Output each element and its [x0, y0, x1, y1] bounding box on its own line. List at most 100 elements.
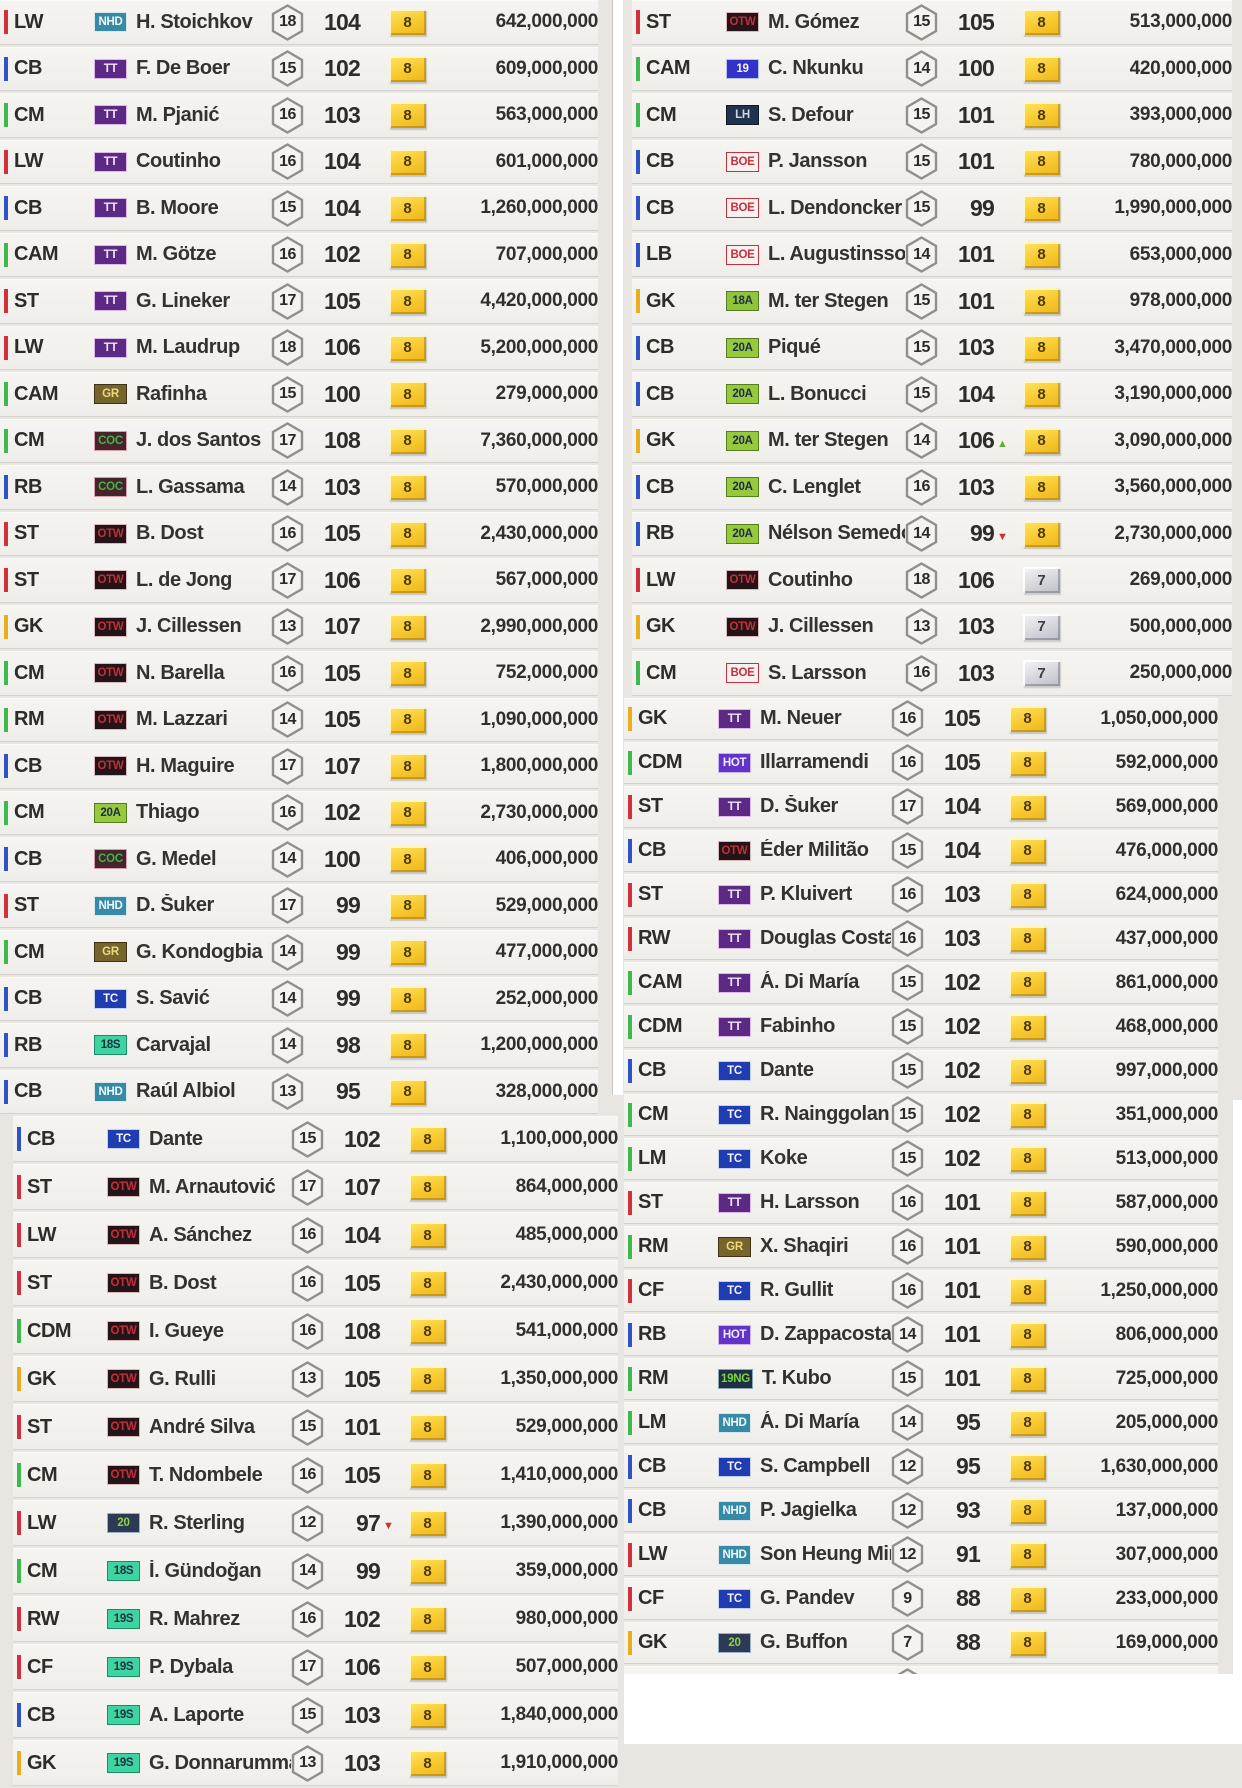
player-row[interactable]: CB 20A L. Bonucci 15 104 8 3,190,000,000	[632, 372, 1232, 416]
level-hexagon-icon: 16	[291, 1312, 324, 1350]
player-row[interactable]: RM 19NG T. Kubo 15 101 8 725,000,000	[624, 1357, 1219, 1399]
player-name: G. Kondogbia	[136, 940, 263, 963]
player-row[interactable]: CB TT B. Moore 15 104 8 1,260,000,000	[0, 186, 598, 230]
player-row[interactable]: GK 18A M. ter Stegen 15 101 8 978,000,00…	[632, 279, 1232, 323]
player-row[interactable]: ST OTW M. Arnautović 17 107 8 864,000,00…	[13, 1164, 618, 1209]
player-row[interactable]: LB BOE L. Augustinsson 14 101 8 653,000,…	[632, 232, 1232, 276]
player-row[interactable]: GK 20A M. ter Stegen 14 106 ▲ 8 3,090,00…	[632, 418, 1232, 462]
hexagon-outline-icon	[291, 1456, 324, 1494]
player-row[interactable]: ST OTW M. Gómez 15 105 8 513,000,000	[632, 0, 1232, 44]
player-row[interactable]: CB 20A C. Lenglet 16 103 8 3,560,000,000	[632, 465, 1232, 509]
player-row[interactable]: GK OTW J. Cillessen 13 107 8 2,990,000,0…	[0, 604, 598, 648]
player-row[interactable]: ST TT G. Lineker 17 105 8 4,420,000,000	[0, 279, 598, 323]
player-row[interactable]: RB HOT D. Zappacosta 14 101 8 806,000,00…	[624, 1313, 1218, 1355]
player-row[interactable]: ST TT H. Larsson 16 101 8 587,000,000	[624, 1181, 1218, 1223]
player-row[interactable]: CF TC G. Pandev 9 88 8 233,000,000	[624, 1577, 1218, 1619]
chemistry-badge: 8	[1009, 1321, 1046, 1348]
player-row[interactable]: CDM OTW I. Gueye 16 108 8 541,000,000	[13, 1308, 618, 1353]
level-hexagon-icon: 15	[905, 3, 938, 41]
player-row[interactable]: CM 20A Thiago 16 102 8 2,730,000,000	[0, 790, 598, 834]
player-row[interactable]: CM BOE S. Larsson 16 103 7 250,000,000	[632, 651, 1232, 695]
player-row[interactable]: GK 20 G. Buffon 7 88 8 169,000,000	[624, 1621, 1218, 1663]
player-row[interactable]: CB TC S. Savić 14 99 8 252,000,000	[0, 976, 598, 1020]
player-row[interactable]: CB OTW Éder Militão 15 104 8 476,000,000	[624, 829, 1218, 871]
player-row[interactable]: CB BOE P. Jansson 15 101 8 780,000,000	[632, 139, 1232, 183]
player-row[interactable]: LM TC Koke 15 102 8 513,000,000	[624, 1137, 1218, 1179]
player-row[interactable]: LW 20 R. Sterling 12 97 ▼ 8 1,390,000,00…	[13, 1500, 618, 1545]
player-row[interactable]: GK OTW G. Rulli 13 105 8 1,350,000,000	[13, 1356, 618, 1401]
player-row[interactable]: ST TT D. Šuker 17 104 8 569,000,000	[624, 785, 1218, 827]
player-row[interactable]: CF TC R. Gullit 16 101 8 1,250,000,000	[624, 1269, 1218, 1311]
player-row[interactable]: CM LH S. Defour 15 101 8 393,000,000	[632, 93, 1232, 137]
hexagon-outline-icon	[271, 608, 304, 646]
player-row[interactable]: CB COC G. Medel 14 100 8 406,000,000	[0, 837, 598, 881]
player-row[interactable]: ST OTW André Silva 15 101 8 529,000,000	[13, 1404, 618, 1449]
player-value: 978,000,000	[1129, 290, 1233, 312]
player-row[interactable]: CM TC R. Nainggolan 15 102 8 351,000,000	[624, 1093, 1218, 1135]
player-row[interactable]: GK TT M. Neuer 16 105 8 1,050,000,000	[624, 697, 1218, 739]
player-name: P. Dybala	[149, 1655, 233, 1678]
player-row[interactable]: ST OTW B. Dost 16 105 8 2,430,000,000	[0, 511, 598, 555]
player-row[interactable]: RM OTW M. Lazzari 14 105 8 1,090,000,000	[0, 697, 598, 741]
player-name: Illarramendi	[760, 751, 869, 773]
player-row[interactable]: LW OTW Coutinho 18 106 7 269,000,000	[632, 558, 1232, 602]
player-row[interactable]: CB TC S. Campbell 12 95 8 1,630,000,000	[624, 1445, 1218, 1487]
player-name: P. Jansson	[768, 150, 868, 173]
player-row[interactable]: LW TT M. Laudrup 18 106 8 5,200,000,000	[0, 325, 598, 369]
player-row[interactable]: ST TT P. Kluivert 16 103 8 624,000,000	[624, 873, 1218, 915]
player-row[interactable]: CB BOE L. Dendoncker 15 99 8 1,990,000,0…	[632, 186, 1232, 230]
player-row[interactable]: ST NHD D. Šuker 17 99 8 529,000,000	[0, 883, 598, 927]
player-row[interactable]: CB NHD Raúl Albiol 13 95 8 328,000,000	[0, 1069, 598, 1113]
player-row[interactable]: CM GR G. Kondogbia 14 99 8 477,000,000	[0, 930, 598, 974]
rating-value: 102	[324, 55, 361, 82]
player-row[interactable]: LW OTW A. Sánchez 16 104 8 485,000,000	[13, 1212, 618, 1257]
player-row[interactable]: RM GR X. Shaqiri 16 101 8 590,000,000	[624, 1225, 1218, 1267]
player-row[interactable]: CB 20A Piqué 15 103 8 3,470,000,000	[632, 325, 1232, 369]
level-number: 14	[279, 989, 296, 1007]
player-row[interactable]: CAM GR Rafinha 15 100 8 279,000,000	[0, 372, 598, 416]
level-hexagon-icon: 13	[905, 608, 938, 646]
player-row[interactable]: GK OTW J. Cillessen 13 103 7 500,000,000	[632, 604, 1232, 648]
position-color-bar	[628, 1190, 632, 1215]
position-label: CM	[638, 1103, 669, 1125]
card-type-badge: NHD	[94, 895, 127, 916]
player-row[interactable]: CDM TT Fabinho 15 102 8 468,000,000	[624, 1005, 1218, 1047]
player-row[interactable]: CAM TT Á. Di María 15 102 8 861,000,000	[624, 961, 1218, 1003]
player-row[interactable]: LW NHD Son Heung Min 12 91 8 307,000,000	[624, 1533, 1218, 1575]
player-row[interactable]: CB TT F. De Boer 15 102 8 609,000,000	[0, 46, 598, 90]
chemistry-badge: 8	[1009, 705, 1046, 732]
player-row[interactable]: CB OTW H. Maguire 17 107 8 1,800,000,000	[0, 744, 598, 788]
player-row[interactable]: GK 19S G. Donnarumma 13 103 8 1,910,000,…	[13, 1740, 618, 1785]
player-row[interactable]: LW NHD H. Stoichkov 18 104 8 642,000,000	[0, 0, 598, 44]
player-row[interactable]: CM TT M. Pjanić 16 103 8 563,000,000	[0, 93, 598, 137]
level-number: 17	[279, 757, 296, 775]
player-value: 725,000,000	[1115, 1367, 1219, 1389]
player-row[interactable]: CB TC Dante 15 102 8 1,100,000,000	[13, 1116, 618, 1161]
player-row[interactable]: RW 19S R. Mahrez 16 102 8 980,000,000	[13, 1596, 618, 1641]
player-row[interactable]: RW TT Douglas Costa 16 103 8 437,000,000	[624, 917, 1218, 959]
player-row[interactable]: RB 18S Carvajal 14 98 8 1,200,000,000	[0, 1023, 598, 1067]
player-row[interactable]: CF 19S P. Dybala 17 106 8 507,000,000	[13, 1644, 618, 1689]
rating-value: 106	[958, 566, 995, 593]
player-row[interactable]: ST OTW L. de Jong 17 106 8 567,000,000	[0, 558, 598, 602]
player-row[interactable]: CM 18S İ. Gündoğan 14 99 8 359,000,000	[13, 1548, 618, 1593]
level-number: 16	[899, 709, 916, 727]
rating-value: 99	[336, 892, 361, 919]
player-list-column-right: ST OTW M. Gómez 15 105 8 513,000,000 CAM…	[624, 0, 1242, 1710]
player-row[interactable]: CM OTW N. Barella 16 105 8 752,000,000	[0, 651, 598, 695]
player-row[interactable]: CAM TT M. Götze 16 102 8 707,000,000	[0, 232, 598, 276]
player-row[interactable]: LM NHD Á. Di María 14 95 8 205,000,000	[624, 1401, 1218, 1443]
player-row[interactable]: LW TT Coutinho 16 104 8 601,000,000	[0, 139, 598, 183]
player-row[interactable]: CM COC J. dos Santos 17 108 8 7,360,000,…	[0, 418, 598, 462]
player-row[interactable]: CB TC Dante 15 102 8 997,000,000	[624, 1049, 1218, 1091]
player-row[interactable]: CB 19S A. Laporte 15 103 8 1,840,000,000	[13, 1692, 618, 1737]
player-row[interactable]: CM OTW T. Ndombele 16 105 8 1,410,000,00…	[13, 1452, 618, 1497]
player-row[interactable]: CDM HOT Illarramendi 16 105 8 592,000,00…	[624, 741, 1218, 783]
player-row[interactable]: CAM 19 C. Nkunku 14 100 8 420,000,000	[632, 46, 1232, 90]
player-row[interactable]: CB NHD P. Jagielka 12 93 8 137,000,000	[624, 1489, 1218, 1531]
player-row[interactable]: RB COC L. Gassama 14 103 8 570,000,000	[0, 465, 598, 509]
player-name: S. Larsson	[768, 661, 867, 684]
player-row[interactable]: ST OTW B. Dost 16 105 8 2,430,000,000	[13, 1260, 618, 1305]
position-color-bar	[17, 1463, 21, 1487]
player-row[interactable]: RB 20A Nélson Semedo 14 99 ▼ 8 2,730,000…	[632, 511, 1232, 555]
